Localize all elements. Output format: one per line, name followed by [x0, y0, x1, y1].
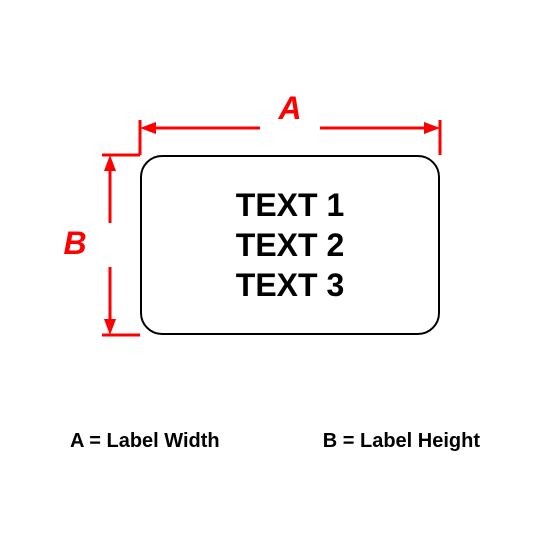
dimension-letter-b: B	[60, 225, 90, 262]
legend-row: A = Label Width B = Label Height	[70, 430, 480, 453]
legend-a: A = Label Width	[70, 430, 220, 453]
label-text-line-2: TEXT 2	[236, 225, 344, 265]
label-text-line-3: TEXT 3	[236, 265, 344, 305]
dimension-letter-a: A	[260, 90, 320, 127]
label-rectangle: TEXT 1 TEXT 2 TEXT 3	[140, 155, 440, 335]
diagram-canvas: TEXT 1 TEXT 2 TEXT 3 A B A = Label Width…	[0, 0, 550, 550]
label-text-line-1: TEXT 1	[236, 185, 344, 225]
legend-b: B = Label Height	[323, 430, 480, 453]
